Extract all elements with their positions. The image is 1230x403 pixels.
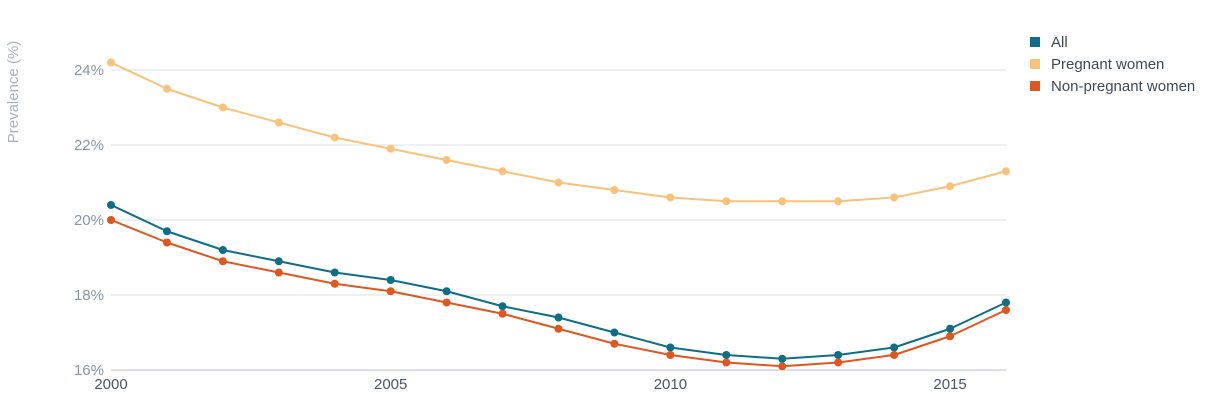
data-point[interactable] [722,351,731,359]
series-line [110,204,1007,360]
data-point[interactable] [386,276,395,284]
y-tick-labels: 16% 18% 20% 22% 24% [74,62,104,379]
data-point[interactable] [834,358,843,367]
data-point[interactable] [890,351,899,359]
data-point[interactable] [274,118,283,127]
data-point[interactable] [1002,306,1010,314]
data-point[interactable] [666,351,675,359]
data-point[interactable] [946,182,955,191]
data-point[interactable] [834,351,843,359]
data-point[interactable] [218,257,227,266]
data-point[interactable] [946,332,955,341]
data-point[interactable] [162,84,171,93]
x-tick-label: 2015 [933,376,966,393]
x-tick-label: 2010 [654,376,687,393]
data-point[interactable] [498,302,507,311]
data-point[interactable] [498,309,507,318]
series-all [107,201,1010,363]
data-point[interactable] [330,268,339,277]
data-point[interactable] [666,343,675,352]
legend-label[interactable]: Non-pregnant women [1051,78,1195,95]
y-tick-label: 20% [74,212,104,229]
data-point[interactable] [442,298,451,307]
data-point[interactable] [890,343,899,352]
data-point[interactable] [330,279,339,288]
y-tick-label: 24% [74,62,104,79]
data-point[interactable] [946,324,955,333]
legend-label[interactable]: Pregnant women [1051,56,1164,73]
data-point[interactable] [722,197,731,206]
data-point[interactable] [107,58,115,67]
data-point[interactable] [442,156,451,164]
x-tick-labels: 2000 2005 2010 2015 [94,376,966,393]
data-point[interactable] [442,287,451,296]
series-line [110,219,1007,368]
legend-label[interactable]: All [1051,34,1068,51]
data-point[interactable] [274,268,283,277]
gridlines [111,69,1006,371]
data-point[interactable] [554,324,563,333]
data-point[interactable] [274,257,283,266]
data-point[interactable] [386,287,395,296]
legend-swatch [1030,81,1040,91]
legend-swatch [1030,59,1040,69]
series-non-pregnant-women [107,216,1010,371]
data-point[interactable] [1002,298,1010,307]
data-point[interactable] [162,238,171,247]
data-point[interactable] [162,227,171,236]
series-pregnant-women [107,58,1010,206]
data-point[interactable] [778,197,787,206]
y-tick-label: 16% [74,362,104,379]
data-point[interactable] [554,178,563,187]
data-point[interactable] [498,167,507,176]
data-point[interactable] [107,216,115,224]
y-tick-label: 18% [74,287,104,304]
data-point[interactable] [890,193,899,202]
data-point[interactable] [218,103,227,112]
data-point[interactable] [778,354,787,363]
data-point[interactable] [1002,167,1010,176]
data-point[interactable] [722,358,731,367]
data-point[interactable] [834,197,843,206]
data-point[interactable] [386,144,395,153]
data-point[interactable] [330,133,339,142]
data-point[interactable] [610,328,619,337]
series-group [107,58,1010,371]
data-point[interactable] [610,339,619,348]
data-point[interactable] [666,193,675,202]
data-point[interactable] [778,362,787,371]
x-tick-label: 2005 [374,376,407,393]
data-point[interactable] [218,246,227,254]
data-point[interactable] [107,201,115,209]
legend[interactable]: All Pregnant women Non-pregnant women [1030,34,1195,95]
y-tick-label: 22% [74,137,104,154]
data-point[interactable] [554,313,563,322]
y-axis-label: Prevalence (%) [5,41,22,144]
x-tick-label: 2000 [94,376,127,393]
legend-swatch [1030,37,1040,47]
data-point[interactable] [610,186,619,194]
